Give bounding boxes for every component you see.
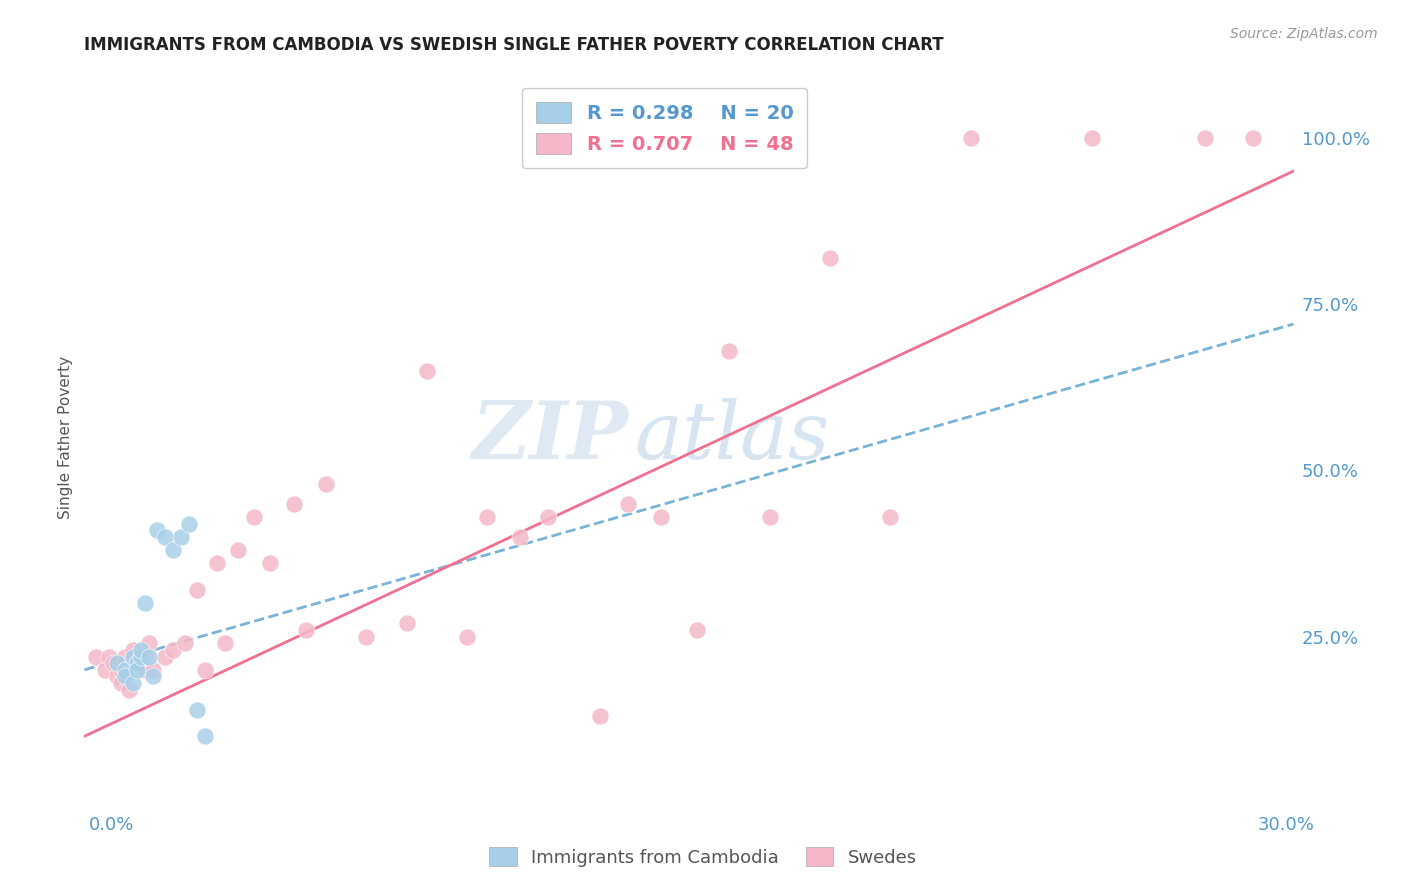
Point xyxy=(226,543,249,558)
Text: Source: ZipAtlas.com: Source: ZipAtlas.com xyxy=(1230,27,1378,41)
Point xyxy=(105,669,128,683)
Point xyxy=(194,663,217,677)
Point xyxy=(114,669,136,683)
Point xyxy=(207,557,229,571)
Point xyxy=(1241,131,1264,145)
Point xyxy=(477,509,499,524)
Point xyxy=(129,643,152,657)
Point xyxy=(283,497,305,511)
Point xyxy=(162,543,184,558)
Text: ZIP: ZIP xyxy=(471,399,628,475)
Point xyxy=(121,643,143,657)
Point xyxy=(138,636,160,650)
Point xyxy=(678,131,700,145)
Point xyxy=(1081,131,1104,145)
Point xyxy=(315,476,337,491)
Point xyxy=(650,509,672,524)
Point xyxy=(537,509,560,524)
Point xyxy=(242,509,264,524)
Point xyxy=(818,251,841,265)
Point xyxy=(174,636,197,650)
Point xyxy=(105,656,128,670)
Point xyxy=(162,643,184,657)
Point xyxy=(259,557,281,571)
Point xyxy=(416,363,439,377)
Point xyxy=(93,663,115,677)
Point xyxy=(617,497,640,511)
Point xyxy=(295,623,318,637)
Point xyxy=(509,530,531,544)
Point xyxy=(758,509,780,524)
Y-axis label: Single Father Poverty: Single Father Poverty xyxy=(58,356,73,518)
Point xyxy=(110,663,132,677)
Point xyxy=(214,636,236,650)
Point xyxy=(186,703,208,717)
Point xyxy=(134,663,156,677)
Legend: R = 0.298    N = 20, R = 0.707    N = 48: R = 0.298 N = 20, R = 0.707 N = 48 xyxy=(523,88,807,168)
Point xyxy=(589,709,612,723)
Text: 0.0%: 0.0% xyxy=(89,816,134,834)
Point xyxy=(121,649,143,664)
Point xyxy=(1194,131,1216,145)
Point xyxy=(142,663,165,677)
Point xyxy=(129,649,152,664)
Point xyxy=(170,530,193,544)
Point xyxy=(718,343,741,358)
Point xyxy=(129,649,152,664)
Point xyxy=(960,131,983,145)
Point xyxy=(686,623,709,637)
Point xyxy=(138,649,160,664)
Point xyxy=(456,630,478,644)
Point xyxy=(114,649,136,664)
Point xyxy=(114,663,136,677)
Point xyxy=(153,649,176,664)
Point xyxy=(879,509,901,524)
Point xyxy=(395,616,418,631)
Text: atlas: atlas xyxy=(634,399,830,475)
Point xyxy=(97,649,120,664)
Point xyxy=(194,729,217,743)
Point xyxy=(118,682,141,697)
Point xyxy=(101,656,124,670)
Legend: Immigrants from Cambodia, Swedes: Immigrants from Cambodia, Swedes xyxy=(482,840,924,874)
Point xyxy=(125,656,148,670)
Point xyxy=(186,582,208,597)
Point xyxy=(86,649,108,664)
Point xyxy=(125,656,148,670)
Point xyxy=(125,663,148,677)
Point xyxy=(110,676,132,690)
Point xyxy=(146,523,169,537)
Point xyxy=(134,649,156,664)
Point xyxy=(179,516,201,531)
Point xyxy=(142,669,165,683)
Text: IMMIGRANTS FROM CAMBODIA VS SWEDISH SINGLE FATHER POVERTY CORRELATION CHART: IMMIGRANTS FROM CAMBODIA VS SWEDISH SING… xyxy=(84,36,943,54)
Point xyxy=(153,530,176,544)
Point xyxy=(121,676,143,690)
Point xyxy=(356,630,378,644)
Point xyxy=(134,596,156,610)
Text: 30.0%: 30.0% xyxy=(1258,816,1315,834)
